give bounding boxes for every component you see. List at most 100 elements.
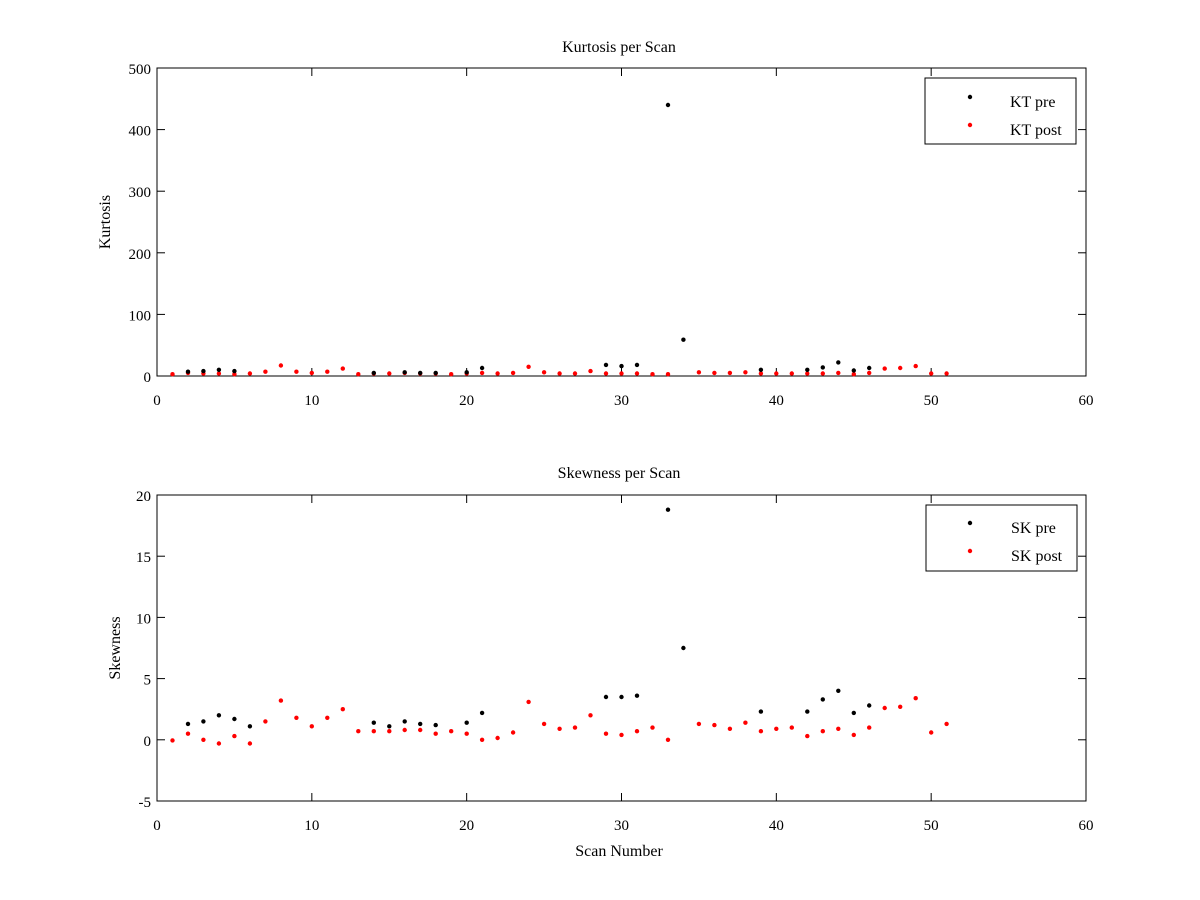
data-point — [913, 696, 918, 701]
x-tick-label: 30 — [614, 393, 629, 409]
data-point — [944, 721, 949, 727]
data-point — [201, 719, 206, 724]
legend-box — [924, 77, 1077, 145]
data-point — [929, 371, 934, 376]
data-point — [449, 372, 454, 377]
data-point — [820, 371, 825, 376]
data-point — [216, 367, 222, 372]
y-axis-label: Kurtosis — [97, 195, 114, 249]
data-point — [418, 370, 423, 376]
data-point — [185, 369, 191, 374]
data-point — [371, 729, 376, 734]
data-point — [464, 731, 469, 736]
x-tick-label: 10 — [304, 393, 319, 409]
data-point — [774, 371, 779, 376]
data-point — [170, 738, 175, 743]
data-point — [479, 365, 485, 371]
data-point — [805, 709, 810, 714]
data-point — [758, 367, 764, 372]
x-tick-label: 30 — [614, 818, 629, 834]
data-point — [325, 715, 330, 720]
data-point — [851, 710, 856, 716]
data-point — [232, 716, 237, 722]
x-tick-label: 20 — [459, 393, 474, 409]
data-point — [944, 371, 949, 376]
data-point — [340, 707, 345, 712]
data-point — [232, 368, 237, 374]
data-point — [619, 732, 624, 738]
data-point — [665, 737, 671, 742]
data-point — [805, 371, 810, 376]
data-point — [387, 724, 392, 729]
data-point — [588, 713, 593, 718]
y-tick-label: 10 — [136, 611, 151, 627]
data-point — [619, 371, 624, 376]
data-point — [557, 371, 562, 376]
data-point — [867, 365, 872, 371]
data-point — [263, 369, 268, 374]
data-point — [650, 725, 655, 730]
data-point — [712, 722, 717, 728]
data-point — [433, 370, 438, 376]
x-tick-label: 40 — [769, 393, 784, 409]
data-point — [418, 721, 423, 727]
data-point — [634, 729, 640, 734]
data-point — [882, 366, 887, 371]
data-point — [758, 371, 764, 376]
data-point — [851, 368, 856, 373]
data-point — [913, 363, 918, 369]
data-point — [294, 715, 299, 720]
x-tick-label: 60 — [1079, 393, 1094, 409]
data-point — [402, 727, 407, 733]
data-point — [201, 737, 206, 742]
data-point — [247, 371, 253, 376]
x-tick-label: 0 — [153, 393, 161, 409]
y-tick-label: 0 — [144, 370, 152, 386]
data-point — [510, 370, 516, 376]
data-point — [541, 721, 547, 727]
data-point — [603, 362, 609, 368]
data-point — [216, 371, 222, 376]
legend-label-kt-pre: KT pre — [1010, 94, 1055, 111]
data-point — [774, 726, 779, 731]
data-point — [851, 372, 856, 377]
data-point — [820, 729, 825, 734]
data-point — [356, 729, 361, 734]
data-point — [495, 735, 500, 741]
data-point — [526, 699, 531, 705]
data-point — [588, 368, 593, 374]
data-point — [696, 721, 702, 727]
y-tick-label: 5 — [144, 673, 152, 689]
y-axis-label: Skewness — [107, 616, 124, 679]
data-point — [247, 741, 253, 746]
x-axis-label: Scan Number — [575, 843, 663, 860]
data-point — [603, 371, 609, 376]
data-point — [216, 741, 222, 746]
data-point — [309, 370, 314, 376]
y-tick-label: 15 — [136, 550, 151, 566]
data-point — [449, 729, 454, 734]
y-tick-label: 20 — [136, 489, 151, 505]
data-point — [696, 370, 702, 375]
legend-label-kt-post: KT post — [1010, 122, 1062, 139]
data-points — [170, 102, 949, 377]
data-point — [526, 364, 531, 369]
y-tick-label: -5 — [139, 795, 152, 811]
chart-title: Kurtosis per Scan — [562, 39, 676, 56]
data-point — [619, 694, 624, 700]
x-tick-label: 50 — [924, 393, 939, 409]
data-point — [325, 369, 330, 374]
data-point — [479, 737, 485, 742]
data-point — [356, 372, 361, 377]
data-point — [727, 726, 733, 731]
data-point — [603, 731, 609, 736]
x-tick-label: 0 — [153, 818, 161, 834]
data-point — [681, 337, 686, 342]
data-point — [650, 372, 655, 377]
data-point — [572, 371, 578, 376]
data-point — [464, 370, 469, 375]
data-point — [510, 730, 516, 735]
data-point — [170, 372, 175, 377]
data-point — [851, 732, 856, 738]
